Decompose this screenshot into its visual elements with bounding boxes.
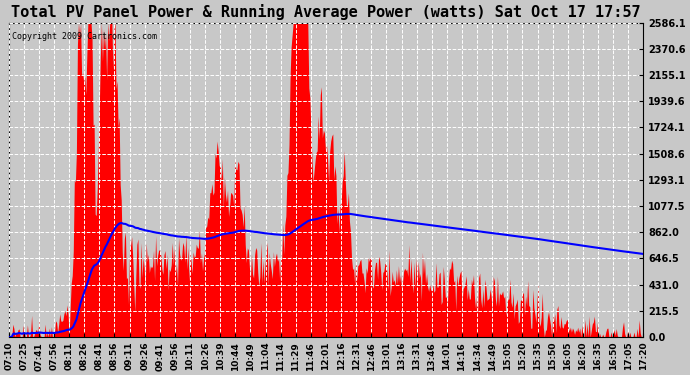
Text: Copyright 2009 Cartronics.com: Copyright 2009 Cartronics.com — [12, 32, 157, 41]
Title: Total PV Panel Power & Running Average Power (watts) Sat Oct 17 17:57: Total PV Panel Power & Running Average P… — [11, 4, 641, 20]
